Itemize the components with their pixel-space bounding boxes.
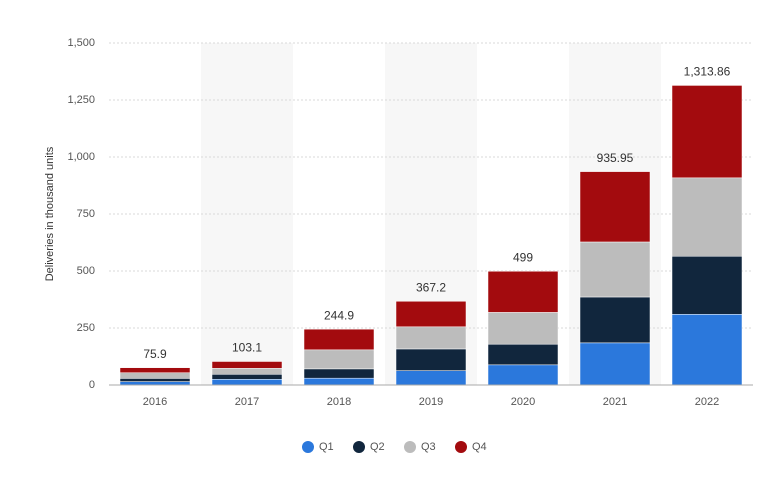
bar-segment: [211, 374, 283, 380]
x-tick-label: 2017: [235, 396, 259, 408]
bar-segment: [671, 314, 743, 386]
bar-segment: [671, 177, 743, 257]
total-label: 935.95: [597, 151, 634, 165]
y-tick-label: 750: [77, 208, 95, 220]
bar-segment: [579, 241, 651, 298]
y-tick-label: 250: [77, 322, 95, 334]
bar-segment: [119, 378, 191, 382]
legend-marker: [353, 441, 365, 453]
y-tick-label: 1,000: [67, 151, 95, 163]
legend-marker: [455, 441, 467, 453]
bar-segment: [487, 343, 559, 366]
total-label: 244.9: [324, 308, 354, 322]
bar-segment: [487, 364, 559, 386]
bar-segment: [211, 379, 283, 386]
x-tick-label: 2021: [603, 396, 627, 408]
total-label: 1,313.86: [684, 65, 731, 79]
total-label: 499: [513, 250, 533, 264]
legend-marker: [302, 441, 314, 453]
y-tick-label: 1,500: [67, 37, 95, 49]
bar-segment: [119, 381, 191, 386]
legend-label: Q2: [370, 441, 385, 453]
y-tick-label: 0: [89, 379, 95, 391]
x-tick-label: 2018: [327, 396, 351, 408]
total-label: 103.1: [232, 341, 262, 355]
total-label: 75.9: [143, 347, 167, 361]
bar-segment: [395, 370, 467, 386]
bar-segment: [211, 361, 283, 369]
bar-segment: [119, 372, 191, 379]
x-tick-label: 2020: [511, 396, 535, 408]
bar-segment: [395, 301, 467, 328]
total-label: 367.2: [416, 280, 446, 294]
bar-segment: [303, 377, 375, 386]
bar-segment: [671, 255, 743, 315]
bar-segment: [579, 342, 651, 386]
legend-label: Q4: [472, 441, 487, 453]
bar-segment: [303, 368, 375, 379]
bar-segment: [395, 326, 467, 350]
y-tick-label: 500: [77, 265, 95, 277]
bar-segment: [487, 270, 559, 313]
x-tick-label: 2016: [143, 396, 167, 408]
bar-segment: [395, 348, 467, 371]
bar-segment: [119, 367, 191, 374]
bar-segment: [211, 368, 283, 375]
x-tick-label: 2019: [419, 396, 443, 408]
legend-marker: [404, 441, 416, 453]
bar-segment: [671, 85, 743, 179]
bar-segment: [579, 296, 651, 344]
bar-segment: [487, 312, 559, 345]
y-tick-label: 1,250: [67, 94, 95, 106]
x-tick-label: 2022: [695, 396, 719, 408]
bar-segment: [303, 349, 375, 370]
bar-segment: [303, 328, 375, 351]
bar-segment: [579, 171, 651, 243]
y-axis-title: Deliveries in thousand units: [44, 146, 56, 281]
legend-label: Q3: [421, 441, 436, 453]
legend-label: Q1: [319, 441, 334, 453]
